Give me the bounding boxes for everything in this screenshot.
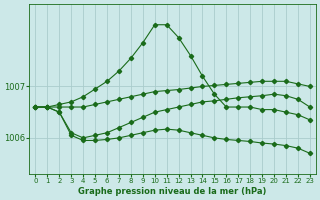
X-axis label: Graphe pression niveau de la mer (hPa): Graphe pression niveau de la mer (hPa) xyxy=(78,187,267,196)
